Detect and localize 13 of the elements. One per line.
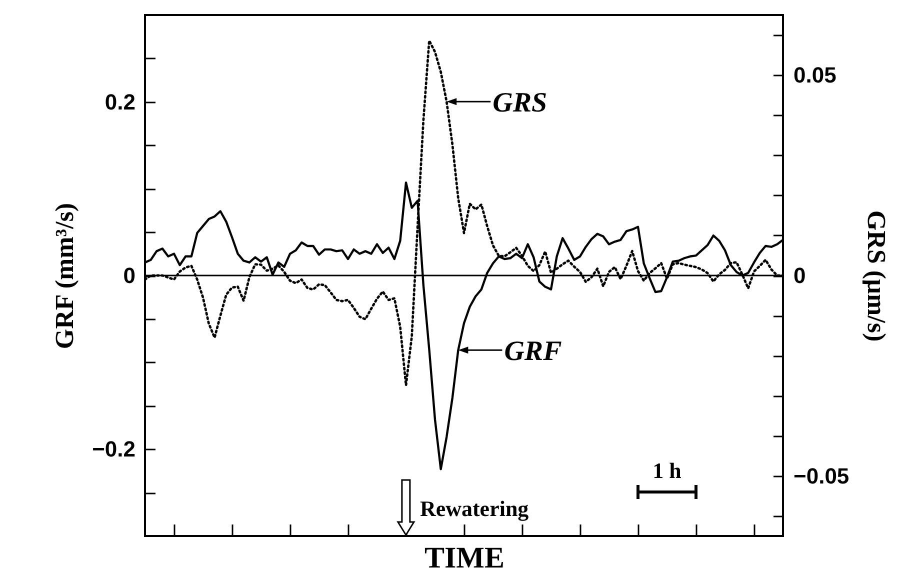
y2-tick-label: −0.05	[794, 463, 850, 488]
y-tick-label: 0.2	[104, 89, 136, 114]
annotation: Rewatering	[420, 496, 529, 521]
y2-tick-label: 0	[794, 263, 806, 288]
x-axis-title: TIME	[424, 541, 505, 574]
annotation: GRF	[504, 336, 562, 368]
annotation: 1 h	[652, 458, 682, 483]
y-tick-label: −0.2	[92, 436, 136, 462]
y2-tick-label: 0.05	[794, 62, 836, 88]
y2-axis-title: GRS (µm/s)	[862, 210, 892, 342]
y-tick-label: 0	[123, 263, 136, 288]
y-axis-title: GRF (mm³/s)	[50, 202, 80, 350]
annotation: GRS	[492, 88, 548, 119]
